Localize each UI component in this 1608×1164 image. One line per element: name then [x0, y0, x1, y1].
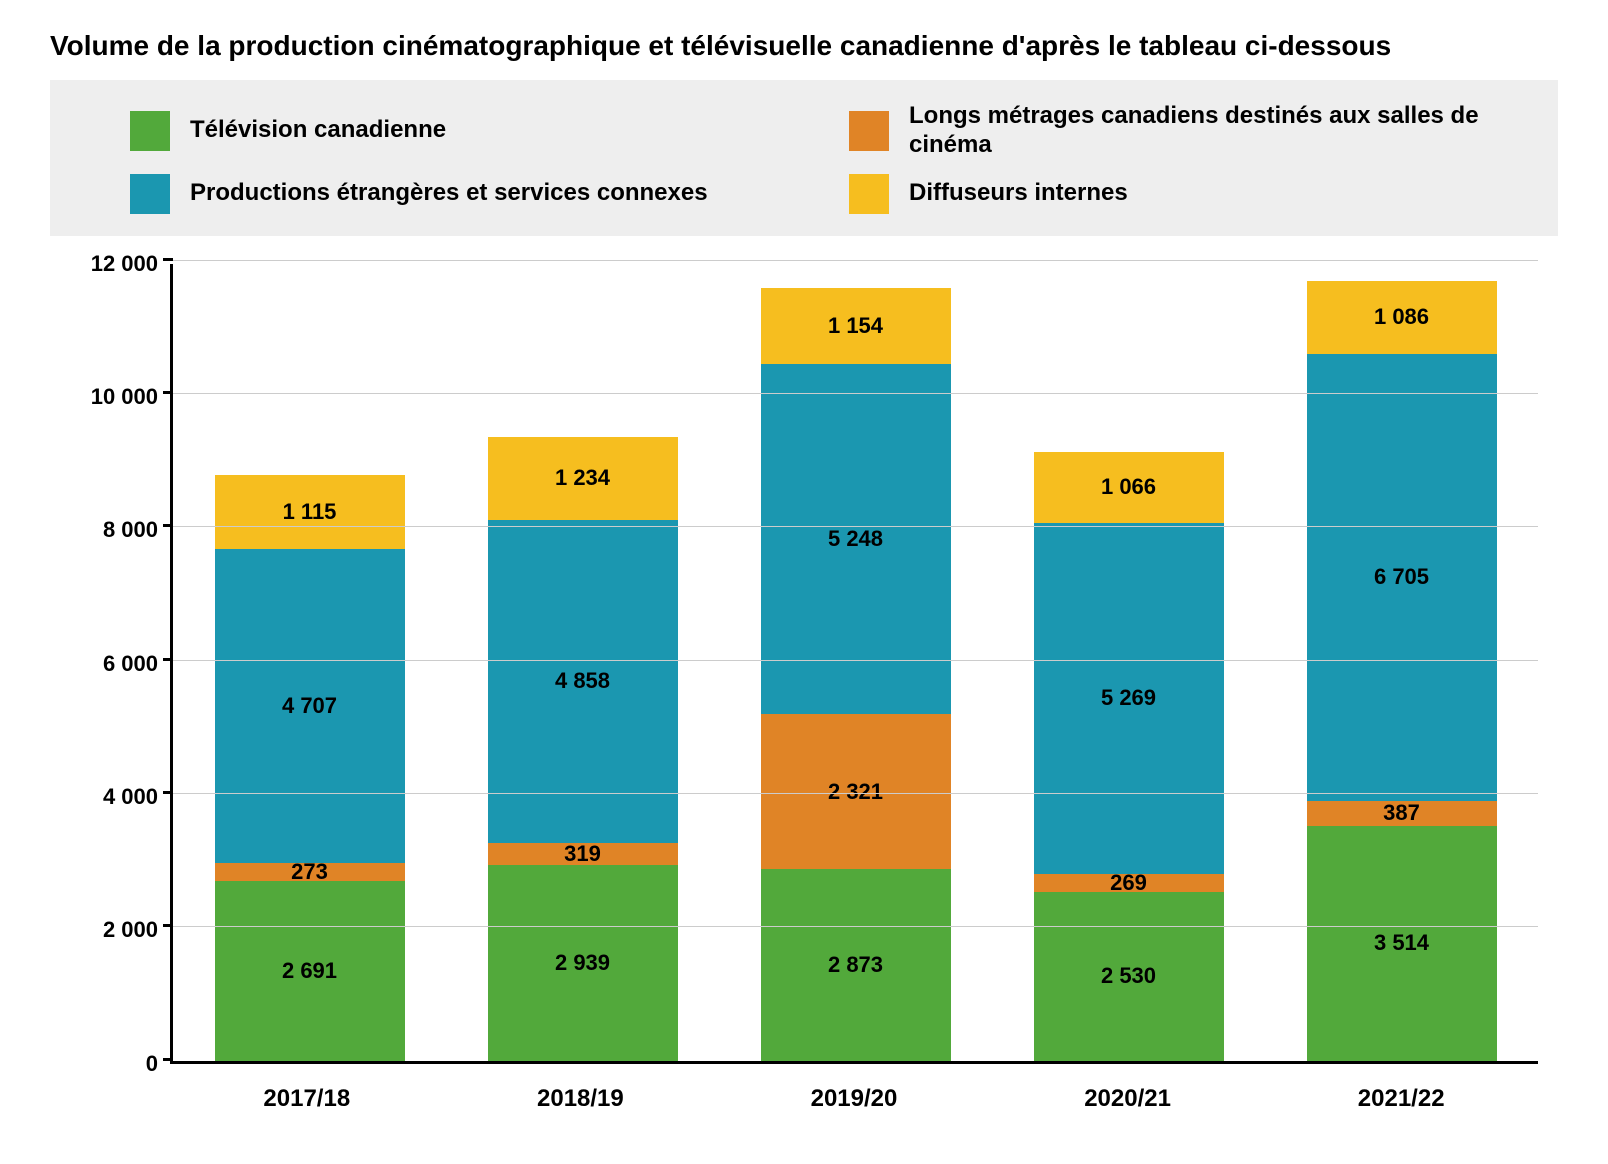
- bar-segment-tv: 2 530: [1034, 892, 1224, 1061]
- bar-segment-film: 2 321: [761, 714, 951, 869]
- gridline: [173, 926, 1538, 927]
- bar-segment-tv: 2 691: [215, 881, 405, 1060]
- legend-label-internal: Diffuseurs internes: [909, 179, 1128, 208]
- bar-value-label: 1 086: [1374, 304, 1429, 330]
- y-axis: 02 0004 0006 0008 00010 00012 000: [50, 264, 170, 1064]
- bar-segment-foreign: 5 248: [761, 364, 951, 714]
- x-axis-labels: 2017/18 2018/19 2019/20 2020/21 2021/22: [170, 1074, 1538, 1124]
- bar-column: 2 530 269 5 269 1 066: [1034, 452, 1224, 1061]
- y-tick-label: 12 000: [91, 251, 158, 277]
- bar-segment-film: 269: [1034, 874, 1224, 892]
- legend-swatch-tv: [130, 111, 170, 151]
- y-tick-label: 6 000: [103, 651, 158, 677]
- bar-value-label: 1 066: [1101, 474, 1156, 500]
- x-axis-label: 2020/21: [1033, 1085, 1223, 1113]
- chart-plot-zone: 02 0004 0006 0008 00010 00012 000 2 6912…: [50, 264, 1558, 1124]
- legend-item-foreign: Productions étrangères et services conne…: [130, 174, 789, 214]
- y-tick-label: 0: [146, 1051, 158, 1077]
- gridline: [173, 793, 1538, 794]
- plot-area: 2 691 273 4 707 1 115 2 939 319 4 858 1 234 2 87…: [170, 264, 1538, 1064]
- chart-title: Volume de la production cinématographiqu…: [50, 30, 1558, 62]
- bar-segment-internal: 1 086: [1307, 281, 1497, 353]
- bar-column: 2 691 273 4 707 1 115: [215, 475, 405, 1061]
- legend-item-tv: Télévision canadienne: [130, 111, 789, 151]
- bar-value-label: 5 269: [1101, 685, 1156, 711]
- x-axis-label: 2021/22: [1306, 1085, 1496, 1113]
- bar-value-label: 1 115: [283, 499, 337, 525]
- chart-legend: Télévision canadienne Longs métrages cana…: [50, 80, 1558, 236]
- bar-segment-internal: 1 115: [215, 475, 405, 549]
- y-tick-mark: [163, 791, 173, 794]
- bar-segment-foreign: 4 707: [215, 549, 405, 863]
- bar-value-label: 2 691: [282, 958, 337, 984]
- y-tick-mark: [163, 258, 173, 261]
- bar-segment-tv: 3 514: [1307, 826, 1497, 1060]
- bar-column: 2 873 2 321 5 248 1 154: [761, 288, 951, 1061]
- bar-segment-internal: 1 066: [1034, 452, 1224, 523]
- legend-label-foreign: Productions étrangères et services conne…: [190, 179, 708, 208]
- bar-value-label: 1 234: [555, 465, 610, 491]
- gridline: [173, 393, 1538, 394]
- bar-segment-film: 273: [215, 863, 405, 881]
- bar-segment-internal: 1 234: [488, 437, 678, 519]
- bar-value-label: 319: [564, 841, 601, 867]
- legend-swatch-film: [849, 111, 889, 151]
- bar-value-label: 2 530: [1101, 963, 1156, 989]
- bar-segment-film: 319: [488, 843, 678, 864]
- bar-segment-tv: 2 939: [488, 865, 678, 1061]
- gridline: [173, 526, 1538, 527]
- bar-value-label: 2 939: [555, 950, 610, 976]
- bar-value-label: 2 321: [828, 779, 883, 805]
- y-tick-label: 8 000: [103, 517, 158, 543]
- x-axis-label: 2017/18: [212, 1085, 402, 1113]
- x-axis-label: 2019/20: [759, 1085, 949, 1113]
- legend-label-film: Longs métrages canadiens destinés aux sa…: [909, 102, 1508, 160]
- bar-column: 2 939 319 4 858 1 234: [488, 437, 678, 1060]
- y-tick-mark: [163, 658, 173, 661]
- bar-value-label: 5 248: [828, 526, 883, 552]
- bar-segment-film: 387: [1307, 801, 1497, 827]
- legend-item-internal: Diffuseurs internes: [849, 174, 1508, 214]
- chart-container: Volume de la production cinématographiqu…: [0, 0, 1608, 1164]
- legend-label-tv: Télévision canadienne: [190, 116, 446, 145]
- bar-value-label: 1 154: [828, 313, 883, 339]
- bars-container: 2 691 273 4 707 1 115 2 939 319 4 858 1 234 2 87…: [173, 264, 1538, 1061]
- y-tick-label: 2 000: [103, 917, 158, 943]
- bar-value-label: 4 858: [555, 668, 610, 694]
- bar-column: 3 514 387 6 705 1 086: [1307, 281, 1497, 1060]
- y-tick-mark: [163, 391, 173, 394]
- y-tick-label: 4 000: [103, 784, 158, 810]
- y-tick-mark: [163, 924, 173, 927]
- x-axis-label: 2018/19: [485, 1085, 675, 1113]
- bar-value-label: 3 514: [1374, 930, 1429, 956]
- bar-value-label: 6 705: [1374, 564, 1429, 590]
- bar-segment-internal: 1 154: [761, 288, 951, 365]
- legend-swatch-internal: [849, 174, 889, 214]
- bar-segment-foreign: 5 269: [1034, 523, 1224, 874]
- bar-value-label: 2 873: [828, 952, 883, 978]
- gridline: [173, 660, 1538, 661]
- bar-value-label: 4 707: [282, 693, 337, 719]
- y-tick-mark: [163, 1058, 173, 1061]
- y-tick-label: 10 000: [91, 384, 158, 410]
- bar-segment-tv: 2 873: [761, 869, 951, 1061]
- bar-segment-foreign: 6 705: [1307, 354, 1497, 801]
- gridline: [173, 260, 1538, 261]
- bar-value-label: 387: [1383, 800, 1420, 826]
- bar-segment-foreign: 4 858: [488, 520, 678, 844]
- y-tick-mark: [163, 524, 173, 527]
- legend-item-film: Longs métrages canadiens destinés aux sa…: [849, 102, 1508, 160]
- legend-swatch-foreign: [130, 174, 170, 214]
